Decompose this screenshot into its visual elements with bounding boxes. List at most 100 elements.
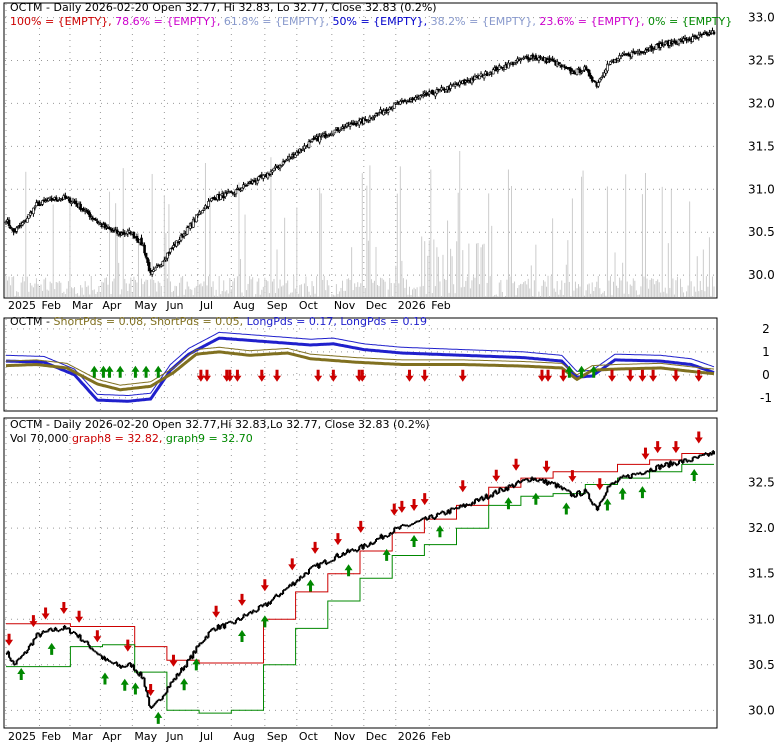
price-candle-body: [96, 221, 99, 223]
price-candle-body: [234, 189, 238, 195]
price-candle-body: [426, 94, 430, 96]
down-arrow: [542, 460, 551, 473]
down-arrow: [512, 458, 521, 471]
price-candle-body: [470, 78, 474, 84]
price-candle-body: [499, 66, 503, 68]
price-candle-body: [88, 212, 92, 218]
price-candle-body: [519, 59, 522, 62]
down-arrow: [641, 447, 650, 460]
price-candle-body: [613, 59, 617, 63]
price-candle-body: [219, 194, 222, 200]
price-candle-body: [245, 184, 248, 187]
price-candle-body: [167, 252, 171, 254]
price-candle-body: [444, 89, 448, 93]
price-candle-body: [147, 262, 151, 272]
price-candle-body: [580, 71, 583, 74]
x-tick-label: Feb: [41, 730, 60, 743]
price-candle-body: [289, 157, 293, 159]
price-candle-body: [455, 83, 458, 86]
up-arrow: [382, 548, 391, 561]
down-arrow: [358, 369, 367, 382]
title-part: 23.6% = {EMPTY},: [536, 15, 645, 28]
title-part: 78.6% = {EMPTY},: [112, 15, 221, 28]
price-candle-body: [654, 44, 658, 50]
down-arrow: [356, 520, 365, 533]
up-arrow: [690, 468, 699, 481]
price-candle-body: [169, 248, 172, 253]
y-tick-label: 31.0: [748, 612, 775, 626]
price-candle-body: [456, 84, 460, 86]
down-arrow: [196, 369, 205, 382]
price-candle-body: [357, 120, 361, 126]
down-arrow: [544, 369, 553, 382]
up-arrow: [142, 365, 151, 378]
volume-bars: [5, 150, 715, 297]
down-arrow: [492, 469, 501, 482]
price-candle-body: [373, 116, 376, 118]
price-candle-body: [85, 209, 88, 212]
price-candle-body: [301, 148, 305, 151]
x-tick-label: Jul: [199, 730, 213, 743]
price-candle-body: [327, 135, 331, 137]
x-tick-label: Aug: [233, 730, 254, 743]
price-candle-body: [336, 127, 340, 132]
x-tick-label: Jun: [165, 730, 183, 743]
x-tick-label: Apr: [102, 730, 122, 743]
price-candle-body: [230, 191, 233, 193]
short-line-thin: [5, 346, 715, 386]
price-candle-body: [551, 58, 554, 62]
price-candle-body: [584, 66, 588, 70]
price-candle-body: [16, 226, 20, 228]
down-arrow: [333, 533, 342, 546]
x-tick-label: Jun: [165, 299, 183, 312]
price-candle-body: [7, 219, 11, 226]
price-candle-body: [170, 247, 174, 250]
x-tick-label: Dec: [366, 730, 387, 743]
price-candle-body: [683, 37, 687, 40]
price-candle-body: [507, 62, 510, 69]
y-tick-label: 31.5: [748, 567, 775, 581]
price-candle-body: [593, 80, 597, 83]
down-arrow: [225, 369, 234, 382]
price-candle-body: [374, 113, 378, 116]
title-part: Vol 70,000: [10, 432, 68, 445]
oscillator-y-axis: 2 1 0 -1: [760, 322, 772, 405]
price-candle-body: [434, 92, 437, 97]
price-candle-body: [240, 187, 244, 191]
price-candle-body: [598, 78, 602, 83]
price-candle-body: [348, 123, 352, 127]
price-candle-body: [333, 129, 337, 134]
price-candle-body: [688, 38, 691, 41]
price-candle-body: [534, 55, 538, 60]
price-candle-body: [271, 170, 274, 173]
price-candle-body: [172, 245, 175, 248]
price-candle-body: [275, 166, 279, 168]
up-arrow: [47, 642, 56, 655]
price-candle-body: [496, 69, 500, 72]
up-arrow: [562, 502, 571, 515]
y-tick-label: 1: [762, 345, 770, 359]
oscillator-arrows: [90, 365, 703, 382]
price-candle-body: [51, 198, 55, 201]
title-part: ShortPds = 0.05,: [147, 315, 244, 328]
title-part: graph8 = 32.82,: [68, 432, 162, 445]
price-candle-body: [557, 62, 560, 66]
title-part: 61.8% = {EMPTY},: [220, 15, 329, 28]
price-candle-body: [435, 89, 439, 94]
up-arrow: [618, 487, 627, 500]
price-candle-body: [607, 63, 611, 66]
y-tick-label: 31.0: [748, 182, 775, 196]
price-candle-body: [93, 217, 96, 220]
price-panel: 33.0 32.5 32.0 31.5 31.0 30.5 30.0 2025 Feb Mar A…: [3, 1, 775, 312]
down-arrow: [260, 579, 269, 592]
price-candle-body: [115, 229, 119, 234]
price-candle-body: [618, 55, 621, 60]
up-arrow: [131, 365, 140, 378]
price-candle-body: [143, 244, 146, 254]
down-arrow: [568, 470, 577, 483]
bands-y-axis: 32.5 32.0 31.5 31.0 30.5 30.0: [748, 476, 775, 718]
down-arrow: [626, 369, 635, 382]
price-candle-body: [266, 173, 270, 179]
down-arrow: [420, 493, 429, 506]
price-candle-body: [552, 60, 556, 62]
